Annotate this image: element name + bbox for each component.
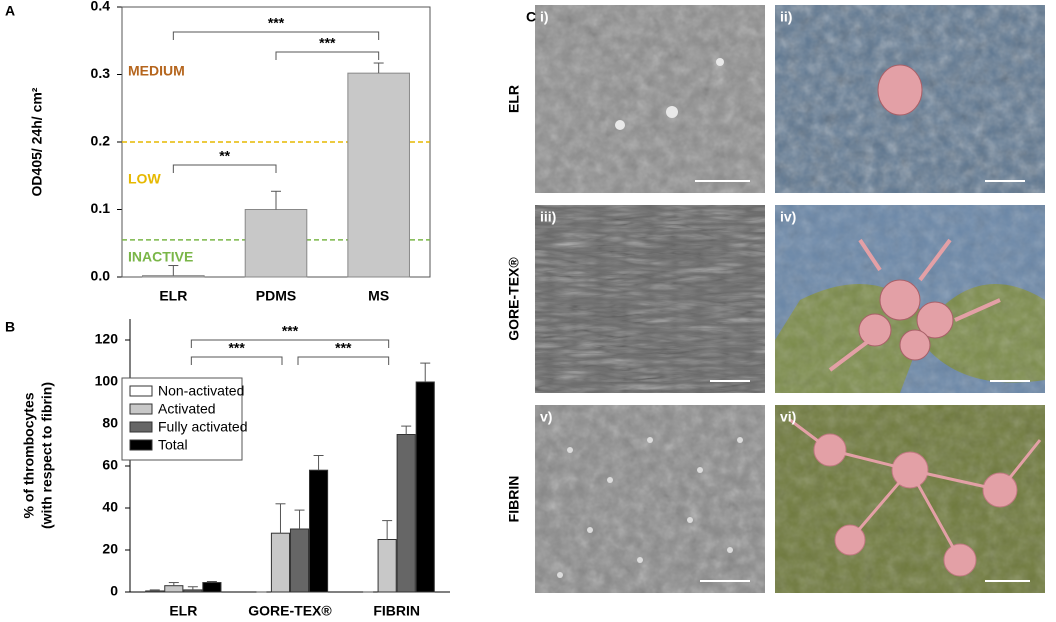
bar <box>347 72 410 278</box>
error-bar <box>149 589 160 591</box>
x-tick-label: PDMS <box>256 288 296 304</box>
y-tick-label: 0.3 <box>91 65 111 81</box>
panel-label: A <box>5 3 15 19</box>
zone-label: MEDIUM <box>128 63 185 79</box>
image-label: ii) <box>780 9 792 25</box>
y-tick-label: 0.2 <box>91 133 111 149</box>
significance-bracket <box>172 31 380 40</box>
legend-label: Total <box>158 437 188 453</box>
bar <box>377 539 397 593</box>
cell <box>615 120 625 130</box>
significance-label: *** <box>319 35 336 51</box>
bar <box>270 532 291 593</box>
micrograph-texture <box>535 205 765 393</box>
significance-bracket <box>275 51 380 60</box>
image-label: iii) <box>540 209 556 225</box>
y-tick-label: 40 <box>102 499 118 515</box>
bar <box>142 275 205 278</box>
error-bar <box>294 509 305 529</box>
y-tick-label: 0 <box>110 583 118 599</box>
y-tick-label: 80 <box>102 415 118 431</box>
x-tick-label: ELR <box>159 288 187 304</box>
micrograph-texture <box>535 5 765 193</box>
significance-bracket <box>172 164 277 173</box>
y-tick-label: 60 <box>102 457 118 473</box>
legend-swatch <box>129 421 153 433</box>
panel-label: C <box>526 9 536 25</box>
zone-label: INACTIVE <box>128 249 193 265</box>
image-label: v) <box>540 409 552 425</box>
bar <box>415 381 435 593</box>
bar <box>308 469 329 593</box>
y-tick-label: 100 <box>95 373 119 389</box>
error-bar <box>313 455 324 471</box>
row-label: GORE-TEX® <box>506 257 522 341</box>
significance-label: ** <box>219 148 230 164</box>
y-tick-label: 0.4 <box>91 0 111 14</box>
error-bar <box>206 581 217 583</box>
bar <box>396 434 416 593</box>
y-axis-label: OD405/ 24h/ cm² <box>29 87 45 196</box>
error-bar <box>168 582 179 586</box>
x-tick-label: FIBRIN <box>373 603 420 619</box>
y-tick-label: 0.1 <box>91 200 111 216</box>
significance-bracket <box>297 356 390 365</box>
error-bar <box>420 362 431 382</box>
error-bar <box>271 190 281 210</box>
image-label: vi) <box>780 409 796 425</box>
error-bar <box>401 425 412 435</box>
error-bar <box>382 520 393 540</box>
x-tick-label: MS <box>368 288 389 304</box>
significance-label: *** <box>268 15 285 31</box>
platelet-cluster <box>828 238 1001 372</box>
significance-label: *** <box>335 340 352 356</box>
platelet <box>877 64 923 116</box>
micrograph-grid <box>535 5 1045 593</box>
bar <box>289 528 310 593</box>
cell <box>666 106 678 118</box>
significance-label: *** <box>282 323 299 339</box>
y-tick-label: 20 <box>102 541 118 557</box>
y-tick-label: 0.0 <box>91 268 111 284</box>
bar <box>164 585 184 593</box>
y-tick-label: 120 <box>95 331 119 347</box>
legend-label: Fully activated <box>158 419 247 435</box>
bar <box>202 582 222 593</box>
zone-label: LOW <box>128 171 161 187</box>
platelets <box>789 418 1042 577</box>
bar <box>183 589 203 593</box>
bar <box>244 209 308 278</box>
error-bar <box>275 503 286 534</box>
legend-label: Activated <box>158 401 216 417</box>
significance-bracket <box>190 356 283 365</box>
y-axis-label: % of thrombocytes <box>21 392 37 518</box>
legend-swatch <box>129 403 153 415</box>
legend-swatch <box>129 439 153 451</box>
significance-label: *** <box>228 340 245 356</box>
y-axis-label: (with respect to fibrin) <box>39 382 55 529</box>
legend-label: Non-activated <box>158 383 244 399</box>
cell <box>716 58 724 66</box>
x-tick-label: GORE-TEX® <box>248 603 332 619</box>
error-bar <box>187 586 198 590</box>
image-label: iv) <box>780 209 796 225</box>
x-tick-label: ELR <box>169 603 197 619</box>
error-bar <box>373 62 384 74</box>
significance-bracket <box>190 339 390 348</box>
micrograph-texture <box>535 405 765 593</box>
panel-label: B <box>5 319 15 335</box>
bar <box>145 590 165 593</box>
image-label: i) <box>540 9 549 25</box>
platelets <box>557 437 743 578</box>
legend-swatch <box>129 385 153 397</box>
error-bar <box>168 265 179 276</box>
row-label: ELR <box>506 85 522 113</box>
row-label: FIBRIN <box>506 476 522 523</box>
